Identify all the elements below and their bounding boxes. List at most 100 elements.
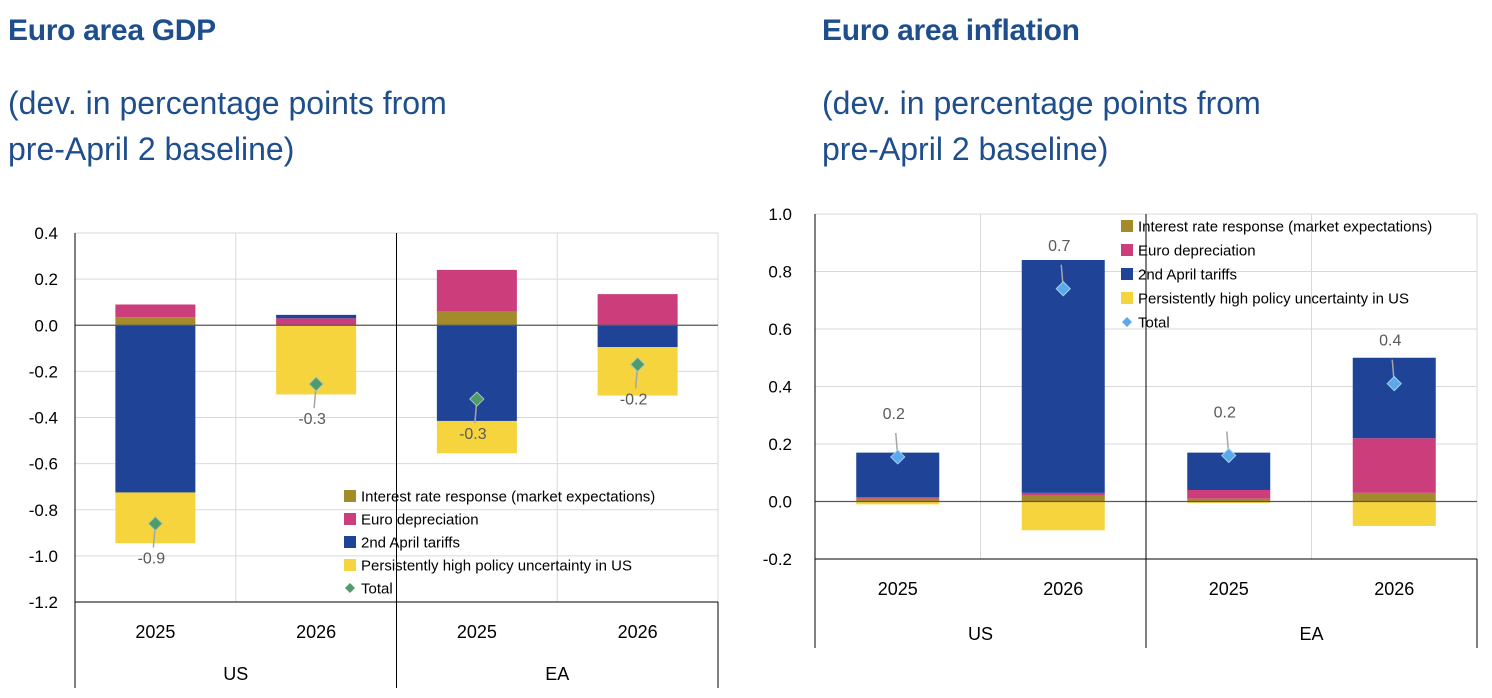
- inf-group-label: EA: [1299, 624, 1323, 644]
- gdp-y-tick-label: 0.0: [34, 316, 58, 335]
- gdp-legend-label: Total: [361, 581, 393, 598]
- gdp-totals: -0.9 -0.3 -0.3 -0.2: [138, 356, 648, 568]
- inf-totals: 0.2 0.7 0.2 0.4: [883, 238, 1402, 465]
- inf-total-marker: [1055, 281, 1071, 297]
- gdp-subtitle-line-2: pre-April 2 baseline): [8, 131, 295, 167]
- inf-legend-label: Euro depreciation: [1138, 243, 1256, 260]
- inf-total-label: 0.2: [883, 406, 905, 423]
- inf-bar-euro: [1021, 492, 1105, 496]
- gdp-legend-swatch-total: [345, 583, 355, 593]
- inf-legend-label: Persistently high policy uncertainty in …: [1138, 291, 1409, 308]
- gdp-legend-label: Interest rate response (market expectati…: [361, 489, 655, 506]
- inf-bar-interest: [1021, 495, 1105, 502]
- gdp-legend-swatch-tariffs: [344, 536, 356, 548]
- gdp-bar-uncertainty: [436, 420, 517, 454]
- inf-y-tick-label: -0.2: [763, 550, 792, 569]
- inf-total-marker: [1221, 447, 1237, 464]
- inf-legend: Interest rate response (market expectati…: [1121, 219, 1432, 332]
- gdp-bar-euro: [115, 304, 196, 318]
- inf-legend-swatch-interest: [1121, 220, 1133, 232]
- gdp-stacked-bar-chart: 0.4 0.2 0.0 -0.2 -0.4 -0.6 -0.8 -1.0 -1.2 2025 202…: [29, 224, 719, 688]
- inf-bar-uncertainty: [1352, 501, 1436, 526]
- inf-legend-label: Total: [1138, 315, 1170, 332]
- gdp-y-tick-label: -0.2: [29, 362, 58, 381]
- inf-bar-tariffs: [1352, 357, 1436, 439]
- inf-bars: [856, 260, 1436, 531]
- inf-bar-uncertainty: [1021, 501, 1105, 531]
- gdp-bar-tariffs: [115, 325, 196, 493]
- inf-category-label: 2025: [878, 579, 918, 599]
- inf-category-label: 2026: [1374, 579, 1414, 599]
- gdp-legend-label: Euro depreciation: [361, 512, 479, 529]
- inflation-chart-subtitle: (dev. in percentage points from pre-Apri…: [822, 80, 1261, 172]
- gdp-subtitle-line-1: (dev. in percentage points from: [8, 85, 447, 121]
- gdp-legend-label: Persistently high policy uncertainty in …: [361, 558, 632, 575]
- gdp-legend: Interest rate response (market expectati…: [344, 489, 655, 598]
- gdp-bars: [115, 269, 678, 544]
- inf-bar-tariffs: [1021, 260, 1105, 493]
- gdp-y-tick-label: -0.4: [29, 409, 58, 428]
- inf-category-label: 2025: [1209, 579, 1249, 599]
- gdp-legend-swatch-euro: [344, 513, 356, 525]
- gdp-total-marker: [308, 376, 324, 392]
- gdp-bar-tariffs: [276, 314, 357, 319]
- gdp-y-tick-label: -0.6: [29, 455, 58, 474]
- gdp-total-marker: [469, 391, 485, 407]
- gdp-bar-euro: [276, 318, 357, 326]
- gdp-total-label: -0.2: [620, 391, 648, 408]
- gdp-legend-swatch-interest: [344, 490, 356, 502]
- gdp-category-label: 2026: [296, 622, 336, 642]
- inflation-subtitle-line-2: pre-April 2 baseline): [822, 131, 1109, 167]
- inf-legend-swatch-euro: [1121, 244, 1133, 256]
- inf-bar-uncertainty: [856, 501, 940, 505]
- gdp-group-label: US: [223, 664, 248, 684]
- gdp-bar-interest: [115, 317, 196, 326]
- inf-total-label: 0.2: [1214, 405, 1236, 422]
- inf-bar-interest: [1352, 492, 1436, 502]
- inf-legend-label: 2nd April tariffs: [1138, 267, 1237, 284]
- gdp-category-label: 2025: [457, 622, 497, 642]
- gdp-y-tick-label: -1.2: [29, 593, 58, 612]
- inf-legend-swatch-uncertainty: [1121, 292, 1133, 304]
- gdp-total-label: -0.3: [298, 411, 326, 428]
- inf-y-tick-label: 0.6: [768, 320, 792, 339]
- gdp-chart-title: Euro area GDP: [8, 14, 216, 47]
- inf-y-tick-label: 1.0: [768, 205, 792, 224]
- inf-bar-euro: [1187, 490, 1271, 499]
- inf-total-marker: [890, 449, 906, 465]
- gdp-legend-label: 2nd April tariffs: [361, 535, 460, 552]
- inf-legend-swatch-total: [1122, 317, 1132, 327]
- inf-bar-uncertainty: [1187, 501, 1271, 503]
- gdp-y-tick-label: 0.4: [34, 224, 58, 243]
- gdp-chart-subtitle: (dev. in percentage points from pre-Apri…: [8, 80, 447, 172]
- gdp-total-marker: [147, 515, 164, 532]
- inf-group-label: US: [968, 624, 993, 644]
- inf-legend-swatch-tariffs: [1121, 268, 1133, 280]
- gdp-bar-euro: [597, 294, 678, 326]
- inf-legend-label: Interest rate response (market expectati…: [1138, 219, 1432, 236]
- inf-bar-interest: [856, 498, 940, 502]
- inf-y-tick-label: 0.0: [768, 493, 792, 512]
- inf-bar-euro: [856, 497, 940, 499]
- gdp-bar-euro: [436, 269, 517, 312]
- inf-category-label: 2026: [1043, 579, 1083, 599]
- gdp-total-label: -0.3: [459, 426, 487, 443]
- inf-bar-interest: [1187, 498, 1271, 502]
- inf-bar-euro: [1352, 438, 1436, 493]
- gdp-bar-tariffs: [597, 325, 678, 348]
- gdp-bar-interest: [436, 311, 517, 326]
- inflation-subtitle-line-1: (dev. in percentage points from: [822, 85, 1261, 121]
- gdp-y-tick-label: -0.8: [29, 501, 58, 520]
- gdp-category-label: 2026: [618, 622, 658, 642]
- inf-total-marker: [1386, 375, 1402, 392]
- inf-y-tick-label: 0.8: [768, 263, 792, 282]
- inflation-chart-panel: Euro area inflation (dev. in percentage …: [750, 0, 1492, 698]
- gdp-chart-panel: Euro area GDP (dev. in percentage points…: [0, 0, 740, 698]
- gdp-group-label: EA: [545, 664, 569, 684]
- inf-y-tick-label: 0.2: [768, 435, 792, 454]
- inflation-stacked-bar-chart: 1.0 0.8 0.6 0.4 0.2 0.0 -0.2 2025 2026 2025 2026 US…: [763, 205, 1478, 648]
- gdp-total-marker: [629, 356, 646, 373]
- gdp-y-tick-label: 0.2: [34, 270, 58, 289]
- inf-total-label: 0.7: [1048, 238, 1070, 255]
- gdp-total-label: -0.9: [138, 551, 166, 568]
